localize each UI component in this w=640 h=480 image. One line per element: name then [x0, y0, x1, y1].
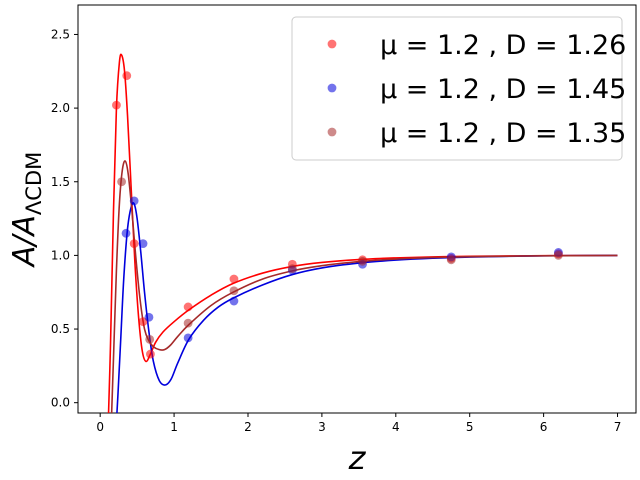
x-tick-label: 7: [614, 420, 622, 434]
series-1-point: [112, 100, 121, 110]
y-tick-label: 2.5: [51, 27, 70, 41]
y-tick-label: 0.5: [51, 322, 70, 336]
series-2-point: [121, 228, 131, 238]
series-3-point: [553, 250, 563, 260]
curves-group: [107, 53, 618, 413]
x-axis-label: z: [348, 439, 367, 477]
y-tick-label: 1.0: [51, 248, 70, 262]
legend-marker: [327, 83, 337, 93]
x-tick-label: 4: [392, 420, 400, 434]
legend-label: μ = 1.2 , D = 1.35: [380, 118, 626, 149]
series-2-point: [183, 333, 193, 343]
plot-area: [77, 4, 637, 414]
x-axis-ticks: 0 1 2 3 4 5 6 7: [96, 413, 621, 434]
series-3-point: [287, 264, 297, 274]
series-2-point: [229, 296, 239, 306]
y-tick-label: 1.5: [51, 175, 70, 189]
x-tick-label: 3: [318, 420, 326, 434]
x-tick-label: 0: [96, 420, 104, 434]
legend: μ = 1.2 , D = 1.26 μ = 1.2 , D = 1.45 μ = …: [291, 16, 626, 161]
y-tick-label: 0.0: [51, 396, 70, 410]
x-tick-label: 2: [244, 420, 252, 434]
series-1-point: [146, 349, 155, 359]
series-3-point: [183, 318, 193, 328]
series-2-point: [138, 239, 148, 249]
y-axis-ticks: 0.0 0.5 1.0 1.5 2.0 2.5: [51, 27, 78, 410]
x-tick-label: 6: [540, 420, 548, 434]
series-2-point: [144, 312, 154, 322]
y-axis-label: A/AΛCDM: [7, 152, 46, 268]
legend-label: μ = 1.2 , D = 1.26: [380, 30, 626, 61]
legend-box: [291, 16, 623, 161]
series-3-point: [117, 177, 127, 187]
y-axis-title: A/AΛCDM: [7, 152, 46, 268]
series-1-point: [122, 71, 132, 81]
series-1-curve: [107, 53, 618, 413]
series-1-point: [129, 239, 139, 249]
x-tick-label: 5: [466, 420, 474, 434]
series-1-point: [183, 302, 193, 312]
y-tick-label: 2.0: [51, 101, 70, 115]
series-3-point: [446, 255, 456, 265]
series-3-curve: [110, 160, 618, 413]
points-group: [112, 71, 563, 359]
x-axis-title: z: [348, 439, 367, 477]
series-1-point: [229, 274, 239, 284]
series-3-point: [145, 334, 155, 344]
legend-marker: [327, 127, 337, 137]
legend-marker: [327, 39, 337, 49]
series-3-point: [229, 286, 239, 296]
series-2-curve: [116, 202, 618, 413]
series-2-point: [129, 196, 139, 206]
x-tick-label: 1: [170, 420, 178, 434]
series-3-point: [358, 256, 367, 266]
legend-label: μ = 1.2 , D = 1.45: [380, 74, 626, 105]
